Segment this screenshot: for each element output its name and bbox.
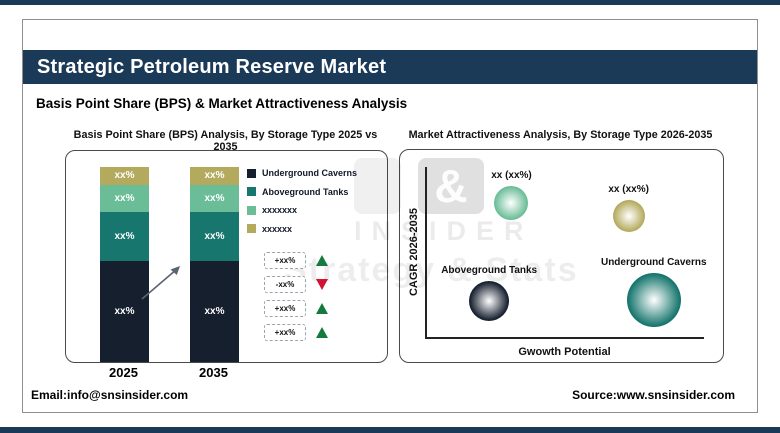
bubble: [469, 281, 510, 322]
legend-swatch: [247, 224, 256, 233]
bar-segment: xx%: [190, 260, 239, 362]
bar-category-label: 2025: [109, 365, 138, 380]
bps-legend: Underground Caverns Aboveground Tanks xxxx…: [247, 168, 357, 242]
legend-label: Aboveground Tanks: [262, 186, 349, 197]
legend-label: xxxxxx: [262, 223, 293, 234]
x-axis-label: Gwowth Potential: [518, 346, 611, 358]
trend-up-icon: [316, 327, 328, 338]
bar-segment: xx%: [100, 211, 149, 261]
y-axis-line: [425, 167, 427, 338]
bar-segment: xx%: [190, 184, 239, 212]
bar-category-label: 2035: [199, 365, 228, 380]
bar-segment-value: xx%: [204, 192, 225, 204]
ma-chart-panel: CAGR 2026-2035 Gwowth Potential xx (xx%)…: [399, 149, 724, 363]
legend-item: xxxxxxx: [247, 205, 357, 215]
top-accent-bar: [0, 0, 780, 5]
bps-chart-panel: xx% xx% xx% xx% xx% xx% xx% xx% Underground Ca…: [65, 150, 388, 363]
bar-segment-value: xx%: [114, 192, 135, 204]
footer-email: Email:info@snsinsider.com: [31, 388, 189, 402]
bar-segment: xx%: [100, 260, 149, 362]
delta-row: -xx%: [264, 276, 328, 293]
stacked-bar: xx% xx% xx% xx%: [100, 167, 149, 362]
footer-source: Source:www.snsinsider.com: [572, 388, 735, 402]
bubble-label: Aboveground Tanks: [441, 265, 538, 277]
bar-segment-value: xx%: [114, 170, 135, 182]
y-axis-label: CAGR 2026-2035: [408, 207, 420, 297]
trend-down-icon: [316, 279, 328, 290]
bubble: [494, 185, 529, 220]
bps-deltas: +xx% -xx% +xx% +xx%: [264, 252, 328, 341]
legend-swatch: [247, 205, 256, 215]
poster-frame: & INSIDER Strategy & Stats Strategic Pet…: [22, 19, 758, 413]
legend-item: Underground Caverns: [247, 168, 357, 178]
bubble-label: xx (xx%): [608, 184, 649, 196]
legend-label: xxxxxxx: [262, 205, 298, 215]
delta-row: +xx%: [264, 252, 328, 269]
bar-segment: xx%: [100, 184, 149, 212]
legend-item: xxxxxx: [247, 224, 357, 234]
bubble-label: Underground Caverns: [600, 256, 707, 268]
stacked-bar: xx% xx% xx% xx%: [190, 167, 239, 362]
bottom-accent-bar: [0, 427, 780, 433]
delta-value-box: +xx%: [264, 300, 306, 317]
bubble: [612, 200, 645, 233]
trend-up-icon: [316, 303, 328, 314]
bubble-label: xx (xx%): [491, 169, 532, 181]
page-subtitle: Basis Point Share (BPS) & Market Attract…: [36, 96, 408, 111]
page-title: Strategic Petroleum Reserve Market: [37, 55, 387, 78]
legend-item: Aboveground Tanks: [247, 187, 357, 197]
bar-segment-value: xx%: [204, 305, 225, 317]
delta-value-box: +xx%: [264, 252, 306, 269]
bar-segment: xx%: [190, 167, 239, 185]
delta-row: +xx%: [264, 324, 328, 341]
delta-value-box: +xx%: [264, 324, 306, 341]
delta-value-box: -xx%: [264, 276, 306, 293]
trend-up-icon: [316, 255, 328, 266]
bar-segment-value: xx%: [204, 170, 225, 182]
ma-chart-title: Market Attractiveness Analysis, By Stora…: [408, 129, 713, 141]
bar-segment-value: xx%: [204, 230, 225, 242]
bar-segment: xx%: [100, 167, 149, 185]
legend-swatch: [247, 187, 256, 196]
legend-swatch: [247, 168, 256, 178]
legend-label: Underground Caverns: [262, 168, 358, 178]
bar-segment-value: xx%: [114, 230, 135, 242]
delta-row: +xx%: [264, 300, 328, 317]
bar-segment: xx%: [190, 211, 239, 261]
bubble: [626, 272, 681, 327]
title-banner: Strategic Petroleum Reserve Market: [23, 50, 757, 84]
growth-arrow-icon: [141, 266, 180, 300]
x-axis-line: [425, 337, 704, 339]
bar-segment-value: xx%: [114, 305, 135, 317]
